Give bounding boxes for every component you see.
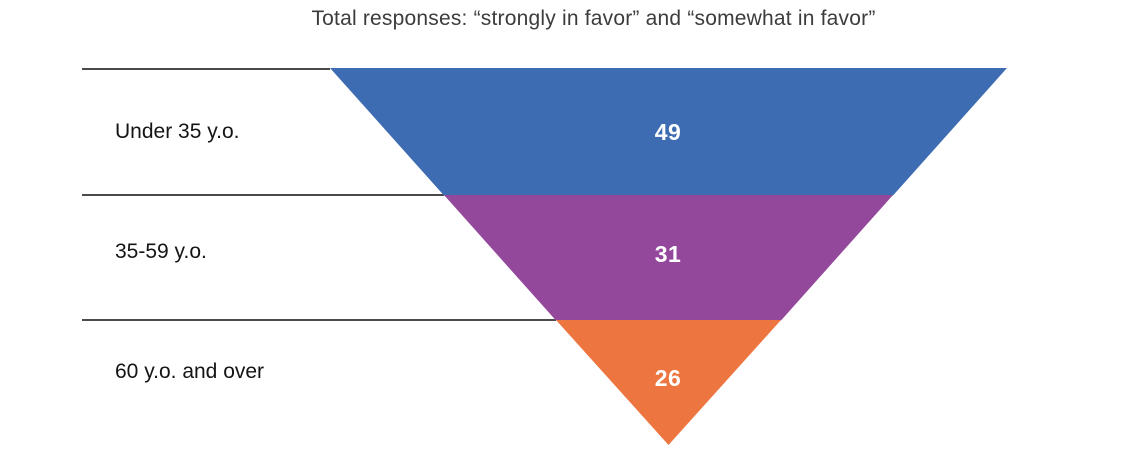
funnel-value-under-35: 49 [655,119,682,145]
category-label-under-35: Under 35 y.o. [115,120,240,143]
category-label-60-and-over: 60 y.o. and over [115,360,265,383]
funnel-value-35-59: 31 [655,241,682,267]
row-separator-middle [82,194,444,196]
funnel-segment-under-35 [330,68,1007,196]
funnel-segment-35-59 [444,195,893,321]
funnel-segment-60-and-over [556,320,781,445]
chart-title: Total responses: “strongly in favor” and… [311,7,876,30]
category-label-35-59: 35-59 y.o. [115,240,207,263]
row-separator-top [82,68,330,70]
funnel-value-60-and-over: 26 [655,365,682,391]
row-separator-bottom [82,319,556,321]
